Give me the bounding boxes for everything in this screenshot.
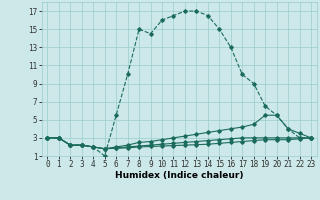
X-axis label: Humidex (Indice chaleur): Humidex (Indice chaleur) — [115, 171, 244, 180]
